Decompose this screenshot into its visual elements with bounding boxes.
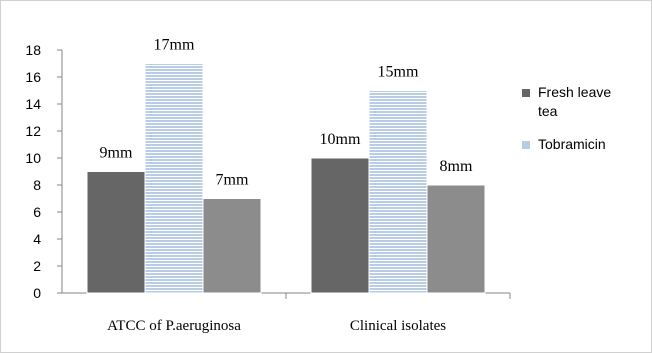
bar (86, 171, 146, 294)
y-tick-label: 2 (33, 258, 41, 274)
bars (86, 63, 486, 294)
data-label: 15mm (378, 64, 419, 81)
category-labels: ATCC of P.aeruginosa Clinical isolates (107, 318, 446, 334)
y-tick-label: 8 (33, 177, 41, 193)
legend-label: Fresh leave tea (538, 84, 611, 119)
bar (310, 157, 370, 294)
x-category-label: ATCC of P.aeruginosa (107, 318, 241, 334)
y-tick-label: 6 (33, 204, 41, 220)
y-tick-label: 18 (25, 42, 41, 58)
x-category-label: Clinical isolates (350, 318, 446, 334)
y-tick-label: 16 (25, 69, 41, 85)
y-axis-ticks: 0 2 4 6 8 10 12 14 16 18 (25, 42, 62, 301)
y-tick-label: 12 (25, 123, 41, 139)
data-label: 7mm (216, 172, 249, 189)
legend-label: Tobramicin (538, 136, 606, 152)
data-label: 9mm (100, 145, 133, 162)
y-tick-label: 10 (25, 150, 41, 166)
data-label: 17mm (154, 37, 195, 54)
bar (368, 90, 428, 294)
data-label: 8mm (440, 158, 473, 175)
legend: Fresh leave tea Tobramicin (522, 84, 611, 152)
bar (426, 184, 486, 294)
legend-swatch (522, 89, 530, 97)
data-label: 10mm (320, 131, 361, 148)
bar (202, 198, 262, 294)
y-tick-label: 0 (33, 285, 41, 301)
legend-swatch (522, 141, 530, 149)
y-tick-label: 4 (33, 231, 41, 247)
y-tick-label: 14 (25, 96, 41, 112)
data-labels: 9mm 17mm 7mm 10mm 15mm 8mm (100, 37, 473, 189)
bar (144, 63, 204, 294)
